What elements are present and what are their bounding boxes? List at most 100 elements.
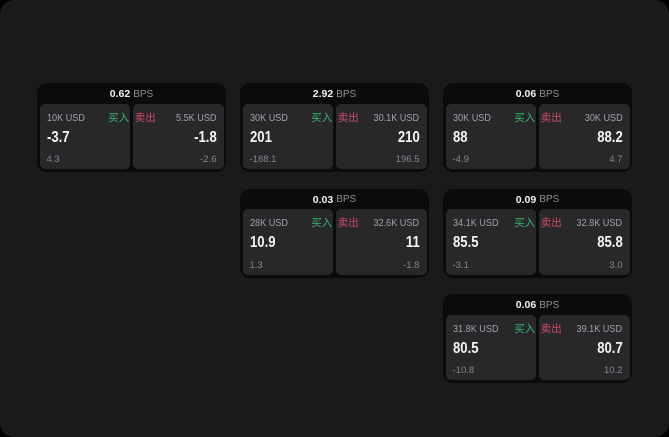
quote-card-3: 0.06 BPS 30K USD 买入 88 -4.9 卖出 30K USD (443, 83, 632, 172)
sell-amount: 30.1K USD (373, 112, 420, 124)
buy-label: 买入 (514, 111, 536, 124)
sell-change: 3.0 (609, 259, 623, 271)
panel-top-row: 34.1K USD 买入 (453, 217, 536, 230)
buy-label: 买入 (514, 217, 536, 229)
sell-price: -1.8 (193, 128, 217, 146)
buy-price: 201 (249, 128, 272, 146)
buy-label: 买入 (311, 217, 333, 229)
panel-top-row: 10K USD 买入 (46, 112, 130, 125)
buy-amount: 30K USD (452, 112, 491, 124)
panel-top-row: 卖出 5.5K USD (135, 112, 217, 125)
buy-quote-panel[interactable]: 31.8K USD 买入 80.5 -10.8 (445, 314, 537, 380)
sell-price: 11 (405, 234, 420, 251)
quote-card-2: 2.92 BPS 30K USD 买入 201 -188.1 卖出 30.1K … (240, 83, 429, 172)
buy-change: 1.3 (249, 259, 263, 271)
buy-amount: 28K USD (249, 218, 288, 229)
buy-price: 88 (452, 128, 468, 146)
buy-amount: 30K USD (249, 112, 288, 124)
sell-quote-panel[interactable]: 卖出 30.1K USD 210 196.5 (335, 103, 427, 169)
sell-label: 卖出 (337, 111, 359, 124)
buy-quote-panel[interactable]: 30K USD 买入 201 -188.1 (242, 103, 334, 169)
sell-amount: 5.5K USD (176, 112, 217, 124)
quote-body: 28K USD 买入 10.9 1.3 卖出 32.6K USD 11 -1.8 (242, 209, 427, 275)
spread-header: 0.03 BPS (243, 189, 427, 210)
buy-price: 80.5 (452, 339, 479, 357)
sell-price: 80.7 (596, 339, 623, 357)
buy-quote-panel[interactable]: 28K USD 买入 10.9 1.3 (242, 209, 334, 275)
sell-change: -2.6 (200, 154, 217, 165)
panel-top-row: 30K USD 买入 (249, 112, 333, 125)
spread-unit: BPS (539, 299, 560, 311)
sell-amount: 32.6K USD (373, 218, 420, 229)
quote-body: 30K USD 买入 88 -4.9 卖出 30K USD 88.2 4.7 (445, 103, 630, 169)
sell-quote-panel[interactable]: 卖出 32.8K USD 85.8 3.0 (538, 209, 630, 275)
panel-top-row: 28K USD 买入 (249, 217, 333, 230)
panel-top-row: 卖出 32.8K USD (541, 217, 623, 230)
spread-header: 0.06 BPS (446, 294, 630, 315)
buy-quote-panel[interactable]: 30K USD 买入 88 -4.9 (445, 103, 537, 169)
buy-change: 4.3 (46, 154, 60, 165)
sell-quote-panel[interactable]: 卖出 39.1K USD 80.7 10.2 (538, 314, 630, 380)
panel-top-row: 31.8K USD 买入 (452, 323, 536, 336)
spread-unit: BPS (336, 194, 357, 206)
panel-top-row: 卖出 30K USD (541, 112, 623, 125)
panel-top-row: 卖出 39.1K USD (541, 323, 623, 336)
sell-change: -1.8 (403, 259, 420, 271)
buy-change: -188.1 (249, 154, 277, 165)
spread-value: 0.62 (109, 88, 131, 101)
buy-change: -3.1 (452, 259, 469, 271)
sell-quote-panel[interactable]: 卖出 32.6K USD 11 -1.8 (335, 209, 427, 275)
buy-quote-panel[interactable]: 34.1K USD 买入 85.5 -3.1 (445, 209, 537, 275)
sell-price: 85.8 (596, 234, 623, 251)
sell-label: 卖出 (540, 322, 562, 335)
sell-amount: 32.8K USD (576, 218, 623, 229)
sell-label: 卖出 (540, 111, 562, 124)
quote-grid: 0.62 BPS 10K USD 买入 -3.7 4.3 卖出 5.5K USD (37, 83, 632, 383)
panel-top-row: 30K USD 买入 (452, 112, 536, 125)
spread-header: 0.62 BPS (40, 83, 224, 104)
sell-label: 卖出 (337, 217, 359, 229)
quote-card-6: 0.06 BPS 31.8K USD 买入 80.5 -10.8 卖出 39.1… (443, 294, 632, 383)
sell-change: 196.5 (395, 154, 420, 165)
spread-unit: BPS (133, 88, 154, 100)
spread-unit: BPS (539, 88, 560, 100)
spread-header: 0.06 BPS (446, 83, 630, 104)
buy-change: -10.8 (452, 365, 475, 376)
panel-top-row: 卖出 30.1K USD (338, 112, 420, 125)
sell-label: 卖出 (540, 217, 562, 229)
quote-body: 30K USD 买入 201 -188.1 卖出 30.1K USD 210 1… (242, 103, 427, 169)
buy-quote-panel[interactable]: 10K USD 买入 -3.7 4.3 (39, 103, 131, 169)
quote-body: 10K USD 买入 -3.7 4.3 卖出 5.5K USD -1.8 -2.… (39, 103, 224, 169)
buy-label: 买入 (514, 322, 536, 335)
spread-value: 0.06 (515, 88, 537, 101)
spread-value: 0.09 (515, 193, 537, 206)
sell-quote-panel[interactable]: 卖出 5.5K USD -1.8 -2.6 (132, 103, 224, 169)
sell-price: 88.2 (596, 128, 623, 146)
quote-body: 31.8K USD 买入 80.5 -10.8 卖出 39.1K USD 80.… (445, 314, 630, 380)
buy-price: 85.5 (452, 234, 479, 251)
buy-price: 10.9 (249, 234, 276, 251)
quote-card-1: 0.62 BPS 10K USD 买入 -3.7 4.3 卖出 5.5K USD (37, 83, 226, 172)
sell-quote-panel[interactable]: 卖出 30K USD 88.2 4.7 (538, 103, 630, 169)
quote-body: 34.1K USD 买入 85.5 -3.1 卖出 32.8K USD 85.8… (445, 209, 630, 275)
panel-top-row: 卖出 32.6K USD (338, 217, 420, 230)
spread-unit: BPS (539, 194, 560, 206)
sell-change: 10.2 (604, 365, 623, 376)
sell-amount: 39.1K USD (576, 323, 623, 335)
quote-card-5: 0.09 BPS 34.1K USD 买入 85.5 -3.1 卖出 32.8K… (443, 188, 632, 278)
quote-card-4: 0.03 BPS 28K USD 买入 10.9 1.3 卖出 32.6K US… (240, 188, 429, 278)
buy-amount: 10K USD (46, 112, 85, 124)
buy-label: 买入 (108, 111, 130, 124)
sell-amount: 30K USD (584, 112, 623, 124)
spread-value: 0.06 (515, 299, 537, 312)
buy-price: -3.7 (46, 128, 70, 146)
spread-value: 0.03 (312, 193, 334, 206)
buy-amount: 31.8K USD (452, 323, 499, 335)
sell-price: 210 (397, 128, 420, 146)
spread-header: 2.92 BPS (243, 83, 427, 104)
spread-value: 2.92 (312, 88, 334, 101)
sell-label: 卖出 (134, 111, 156, 124)
spread-header: 0.09 BPS (446, 189, 630, 210)
buy-change: -4.9 (452, 154, 469, 165)
